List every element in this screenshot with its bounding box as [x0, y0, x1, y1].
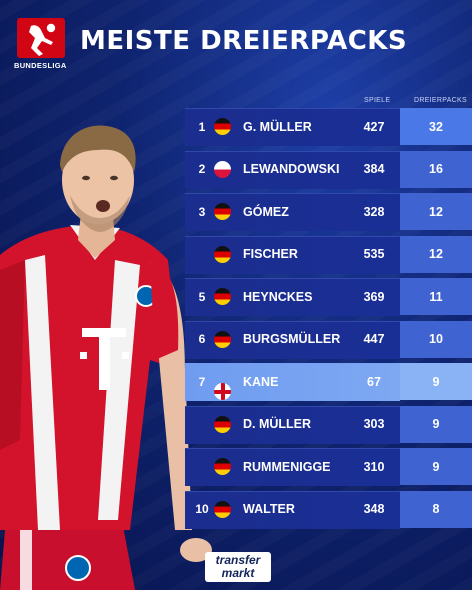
player-name: D. MÜLLER	[243, 417, 312, 431]
player-name: LEWANDOWSKI	[243, 162, 340, 176]
games-value: 303	[363, 417, 385, 431]
table-row: D. MÜLLER 303 9	[185, 405, 472, 444]
germany-flag-icon	[214, 288, 231, 305]
player-name: RUMMENIGGE	[243, 459, 331, 474]
hattrick-table: 1 G. MÜLLER 427 32 2 LEWANDOWSKI 384 1 6 …	[185, 108, 472, 533]
table-row: 2 LEWANDOWSKI 384 16	[185, 150, 472, 189]
transfermarkt-logo-line1: transfer	[215, 553, 261, 567]
hattrick-value: 12	[429, 247, 443, 261]
games-value: 369	[363, 289, 385, 304]
row-rank: 10	[195, 502, 209, 516]
germany-flag-icon	[214, 330, 231, 348]
games-value: 447	[363, 332, 385, 346]
germany-flag-icon	[214, 203, 231, 220]
germany-flag-icon	[214, 245, 231, 263]
hattrick-value: 9	[432, 374, 440, 389]
hattrick-value: 10	[429, 332, 443, 346]
table-row: 10 WALTER 348 8	[185, 490, 472, 529]
hattrick-value: 8	[432, 502, 440, 516]
transfermarkt-logo-line2: markt	[221, 566, 255, 580]
bundesliga-logo: BUNDESLIGA	[14, 18, 70, 70]
games-value: 348	[363, 502, 385, 516]
games-value: 328	[363, 204, 385, 219]
player-name: G. MÜLLER	[243, 119, 312, 134]
hattrick-value: 32	[429, 119, 443, 134]
bundesliga-logo-icon	[17, 18, 65, 58]
germany-flag-icon	[214, 415, 231, 433]
games-value: 67	[367, 374, 381, 389]
table-row-highlighted: 7 KANE 67 9	[185, 363, 472, 401]
table-row: 1 G. MÜLLER 427 32	[185, 108, 472, 146]
transfermarkt-logo: transfer markt	[205, 552, 271, 582]
hattrick-value: 16	[429, 162, 443, 176]
player-name: WALTER	[243, 502, 295, 516]
page-title: MEISTE DREIERPACKS	[80, 26, 408, 56]
games-value: 535	[363, 247, 385, 261]
row-rank: 2	[198, 162, 206, 176]
row-rank: 3	[198, 204, 206, 219]
table-row: 6 BURGSMÜLLER 447 10	[185, 320, 472, 359]
germany-flag-icon	[214, 500, 231, 518]
england-flag-icon	[214, 383, 231, 400]
hattrick-value: 11	[429, 289, 443, 304]
column-header-hattricks: DREIERPACKS	[414, 97, 467, 104]
germany-flag-icon	[214, 458, 231, 475]
poland-flag-icon	[214, 160, 231, 178]
player-photo	[0, 125, 212, 590]
germany-flag-icon	[214, 118, 231, 135]
games-value: 427	[363, 119, 385, 134]
table-row: RUMMENIGGE 310 9	[185, 448, 472, 486]
table-row: FISCHER 535 12	[185, 235, 472, 274]
row-rank: 7	[198, 374, 206, 389]
bundesliga-logo-text: BUNDESLIGA	[14, 61, 67, 70]
player-name: FISCHER	[243, 247, 298, 261]
games-value: 384	[363, 162, 385, 176]
table-row: 3 GÓMEZ 328 12	[185, 193, 472, 231]
hattrick-value: 12	[429, 204, 443, 219]
hattrick-value: 9	[432, 459, 440, 474]
hattrick-value: 9	[432, 417, 440, 431]
row-rank: 1	[198, 119, 206, 134]
player-name: BURGSMÜLLER	[243, 332, 341, 346]
row-rank: 5	[198, 289, 206, 304]
row-rank: 6	[198, 332, 206, 346]
column-header-games: SPIELE	[364, 97, 391, 104]
games-value: 310	[363, 459, 385, 474]
table-row: 5 HEYNCKES 369 11	[185, 278, 472, 316]
player-name: HEYNCKES	[243, 289, 313, 304]
player-name: GÓMEZ	[243, 204, 289, 219]
player-name: KANE	[243, 374, 279, 389]
